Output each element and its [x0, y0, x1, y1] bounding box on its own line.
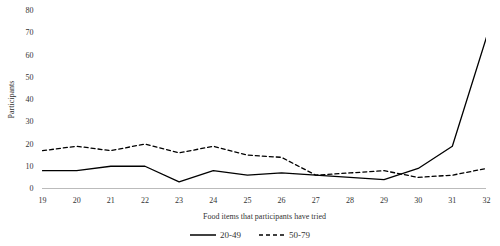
- svg-text:Food items that participants h: Food items that participants have tried: [203, 212, 326, 221]
- svg-text:21: 21: [107, 196, 115, 205]
- svg-text:23: 23: [175, 196, 183, 205]
- svg-text:24: 24: [209, 196, 217, 205]
- svg-text:29: 29: [380, 196, 388, 205]
- svg-text:32: 32: [483, 196, 491, 205]
- svg-text:60: 60: [26, 51, 34, 60]
- svg-text:40: 40: [26, 95, 34, 104]
- svg-text:26: 26: [278, 196, 286, 205]
- svg-text:31: 31: [448, 196, 456, 205]
- svg-text:20: 20: [73, 196, 81, 205]
- svg-text:27: 27: [312, 196, 320, 205]
- svg-text:30: 30: [414, 196, 422, 205]
- html-text:20-49: 20-49: [220, 230, 241, 240]
- svg-text:0: 0: [30, 184, 34, 193]
- svg-text:28: 28: [346, 196, 354, 205]
- svg-text:19: 19: [39, 196, 47, 205]
- svg-text:20: 20: [26, 140, 34, 149]
- svg-text:22: 22: [141, 196, 149, 205]
- svg-text:Participants: Participants: [7, 81, 16, 119]
- svg-text:70: 70: [26, 28, 34, 37]
- svg-text:30: 30: [26, 117, 34, 126]
- svg-text:80: 80: [26, 6, 34, 15]
- svg-text:50: 50: [26, 73, 34, 82]
- svg-text:25: 25: [243, 196, 251, 205]
- svg-text:10: 10: [26, 162, 34, 171]
- html-text:50-79: 50-79: [289, 230, 310, 240]
